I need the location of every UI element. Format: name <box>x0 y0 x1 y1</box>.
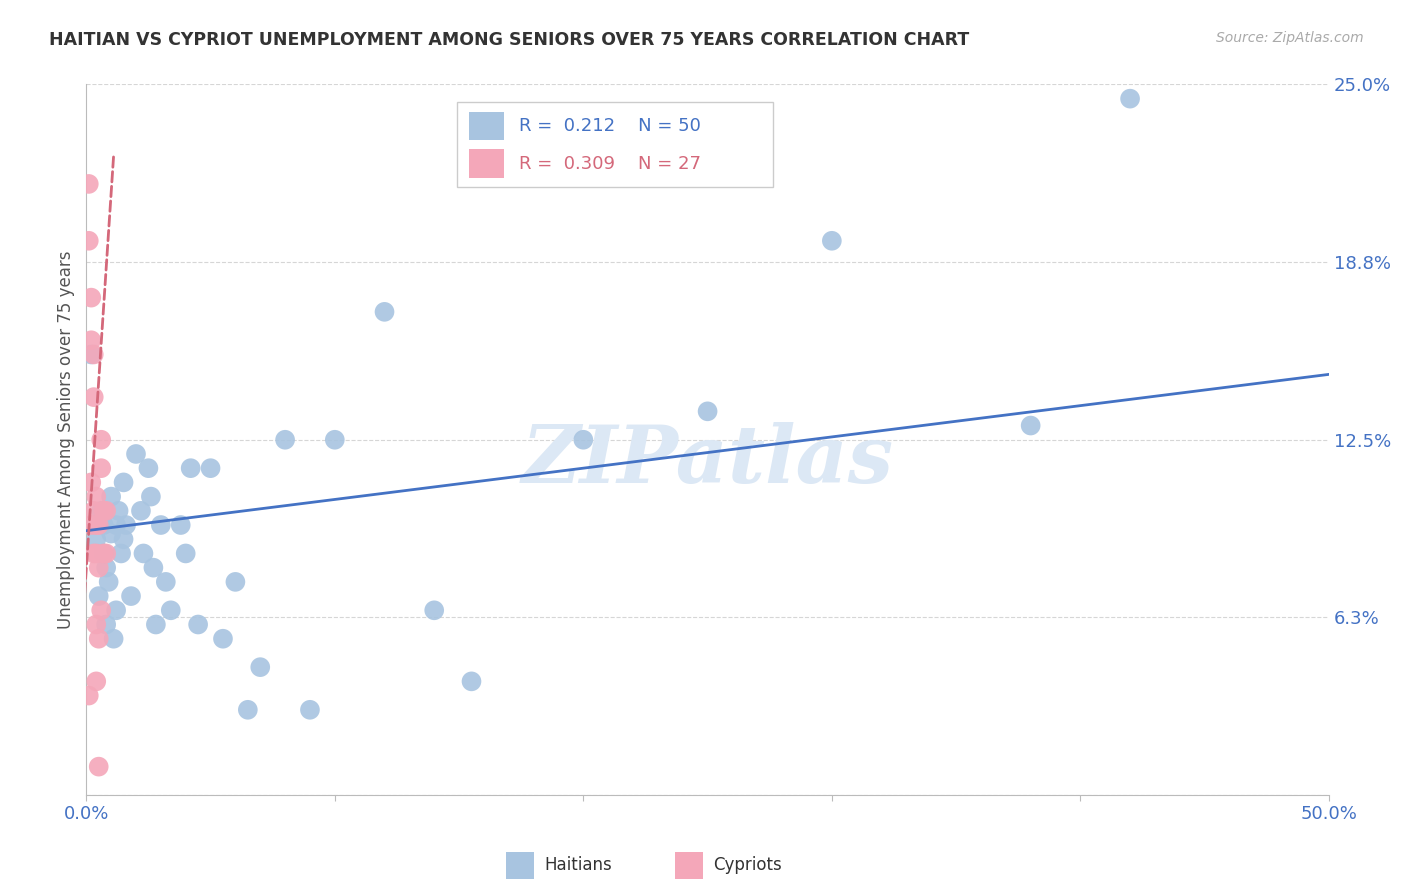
haitian <box>155 574 177 589</box>
cypriot <box>84 518 107 533</box>
cypriot <box>90 433 112 447</box>
haitian <box>212 632 235 646</box>
cypriot <box>90 461 112 475</box>
haitian <box>107 504 129 518</box>
cypriot <box>77 177 100 191</box>
haitian <box>572 433 595 447</box>
haitian <box>112 475 135 490</box>
haitian <box>274 433 297 447</box>
haitian <box>159 603 181 617</box>
cypriot <box>83 390 105 404</box>
cypriot <box>93 504 115 518</box>
cypriot <box>80 291 103 305</box>
haitian <box>87 589 110 603</box>
haitian <box>200 461 222 475</box>
cypriot <box>80 518 103 533</box>
haitian <box>96 617 118 632</box>
haitian <box>132 546 155 560</box>
haitian <box>90 504 112 518</box>
Text: Haitians: Haitians <box>544 856 612 874</box>
haitian <box>460 674 482 689</box>
haitian <box>236 703 259 717</box>
cypriot <box>84 546 107 560</box>
FancyBboxPatch shape <box>457 103 773 187</box>
haitian <box>224 574 246 589</box>
haitian <box>174 546 197 560</box>
haitian <box>423 603 446 617</box>
cypriot <box>84 490 107 504</box>
cypriot <box>87 632 110 646</box>
cypriot <box>84 674 107 689</box>
cypriot <box>90 603 112 617</box>
haitian <box>323 433 346 447</box>
haitian <box>112 533 135 547</box>
haitian <box>110 546 132 560</box>
haitian <box>298 703 321 717</box>
haitian <box>97 574 120 589</box>
Text: R =  0.212    N = 50: R = 0.212 N = 50 <box>519 117 700 135</box>
haitian <box>1119 92 1142 106</box>
haitian <box>100 526 122 541</box>
haitian <box>373 305 395 319</box>
haitian <box>125 447 148 461</box>
haitian <box>120 589 142 603</box>
haitian <box>100 490 122 504</box>
haitian <box>1019 418 1042 433</box>
Text: Cypriots: Cypriots <box>713 856 782 874</box>
haitian <box>129 504 152 518</box>
haitian <box>138 461 160 475</box>
cypriot <box>83 546 105 560</box>
haitian <box>180 461 202 475</box>
haitian <box>96 560 118 574</box>
cypriot <box>96 504 118 518</box>
cypriot <box>83 504 105 518</box>
haitian <box>139 490 162 504</box>
haitian <box>170 518 193 533</box>
FancyBboxPatch shape <box>470 112 503 140</box>
cypriot <box>87 759 110 773</box>
cypriot <box>77 689 100 703</box>
cypriot <box>77 234 100 248</box>
Y-axis label: Unemployment Among Seniors over 75 years: Unemployment Among Seniors over 75 years <box>58 251 75 629</box>
haitian <box>105 518 128 533</box>
cypriot <box>84 617 107 632</box>
FancyBboxPatch shape <box>470 149 503 178</box>
cypriot <box>80 333 103 347</box>
cypriot <box>80 475 103 490</box>
haitian <box>84 533 107 547</box>
haitian <box>115 518 138 533</box>
haitian <box>93 518 115 533</box>
cypriot <box>83 347 105 361</box>
haitian <box>187 617 209 632</box>
haitian <box>249 660 271 674</box>
haitian <box>142 560 165 574</box>
Text: ZIPatlas: ZIPatlas <box>522 422 894 500</box>
Text: HAITIAN VS CYPRIOT UNEMPLOYMENT AMONG SENIORS OVER 75 YEARS CORRELATION CHART: HAITIAN VS CYPRIOT UNEMPLOYMENT AMONG SE… <box>49 31 970 49</box>
cypriot <box>96 546 118 560</box>
Text: R =  0.309    N = 27: R = 0.309 N = 27 <box>519 154 700 173</box>
haitian <box>821 234 844 248</box>
cypriot <box>87 518 110 533</box>
haitian <box>149 518 172 533</box>
cypriot <box>93 546 115 560</box>
haitian <box>93 546 115 560</box>
cypriot <box>87 560 110 574</box>
haitian <box>103 632 125 646</box>
haitian <box>696 404 718 418</box>
Text: Source: ZipAtlas.com: Source: ZipAtlas.com <box>1216 31 1364 45</box>
haitian <box>80 347 103 361</box>
haitian <box>145 617 167 632</box>
haitian <box>105 603 128 617</box>
